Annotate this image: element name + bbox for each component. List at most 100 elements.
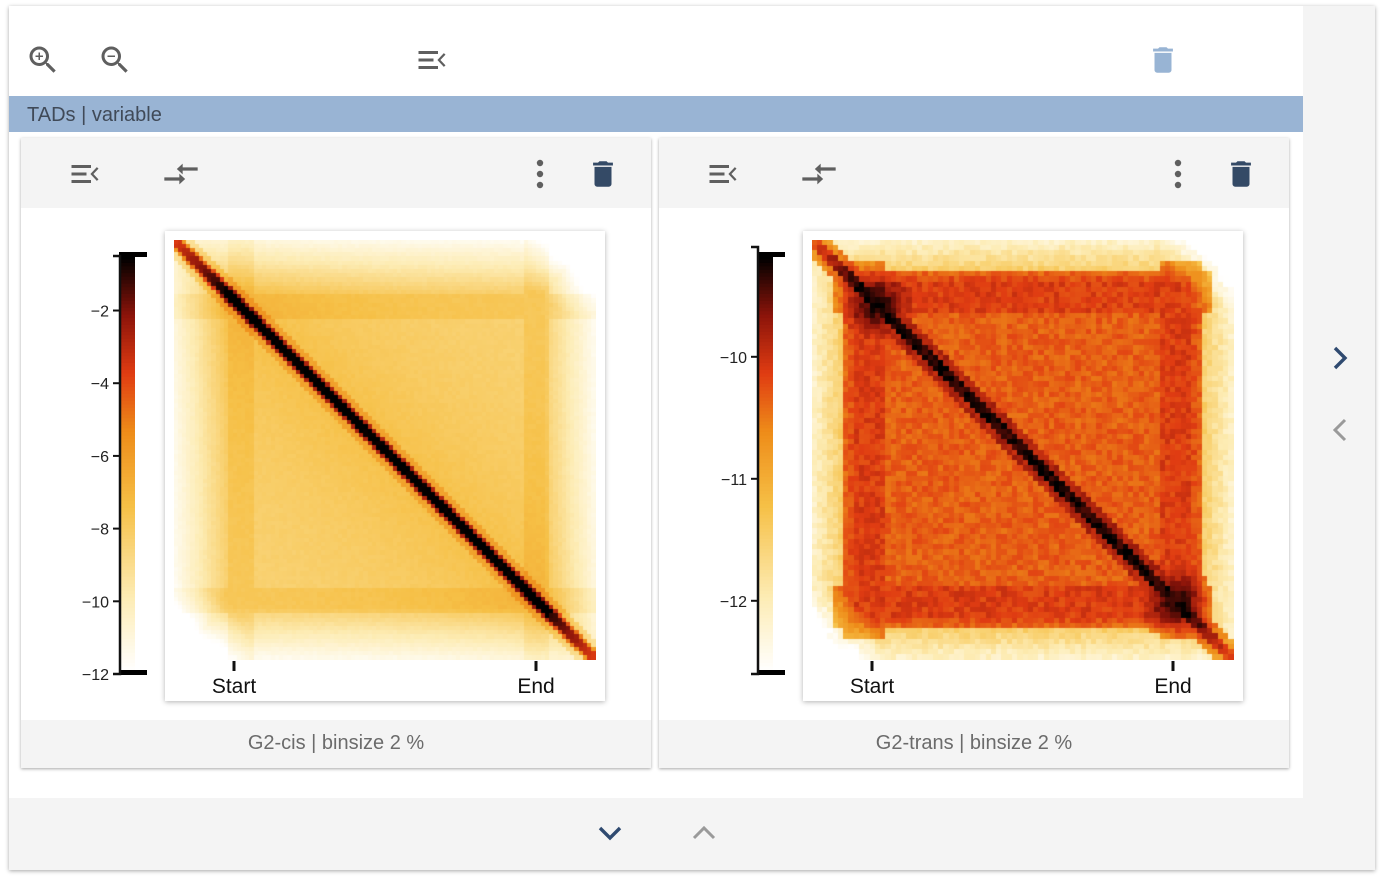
more-vertical-icon[interactable]	[525, 156, 555, 192]
colorbar-stripe	[759, 383, 773, 389]
colorbar-stripe	[121, 421, 135, 427]
colorbar-stripe	[121, 411, 135, 416]
more-vertical-icon[interactable]	[1163, 156, 1193, 192]
swap-arrows-icon[interactable]	[797, 156, 841, 192]
x-axis: Start End	[850, 661, 1192, 698]
heatmap-panel: Start End	[165, 231, 605, 701]
zoom-out-icon[interactable]	[95, 40, 135, 80]
chevron-left-icon[interactable]	[1325, 412, 1355, 448]
colorbar-stripe	[759, 404, 773, 409]
colorbar-stripe	[759, 604, 773, 609]
colorbar-stripe	[121, 632, 135, 637]
colorbar-stripe	[121, 583, 135, 589]
colorbar-stripe	[759, 614, 773, 620]
colorbar-stripe	[121, 569, 135, 575]
colorbar-stripe	[759, 542, 773, 547]
x-axis: Start End	[212, 661, 555, 698]
colorbar-stripe	[121, 283, 135, 289]
menu-collapse-icon[interactable]	[65, 156, 105, 192]
colorbar-stripe	[121, 452, 135, 458]
colorbar-stripe	[121, 338, 135, 344]
zoom-in-icon[interactable]	[23, 40, 63, 80]
swap-arrows-icon[interactable]	[159, 156, 203, 192]
x-tick-start: Start	[850, 675, 895, 698]
colorbar-cap-top	[757, 252, 785, 257]
heatmap[interactable]	[812, 240, 1234, 660]
colorbar-stripe	[759, 580, 773, 585]
colorbar-stripe	[121, 262, 135, 268]
colorbar-stripe	[759, 359, 773, 364]
colorbar-stripe	[759, 376, 773, 382]
colorbar-stripe	[759, 628, 773, 634]
colorbar-stripe	[121, 307, 135, 313]
colorbar-stripe	[121, 259, 135, 264]
trash-icon[interactable]	[1143, 40, 1183, 80]
colorbar-stripe	[121, 318, 135, 323]
colorbar-stripe	[759, 594, 773, 599]
colorbar-stripe	[759, 514, 773, 520]
colorbar-stripe	[759, 483, 773, 489]
trash-icon[interactable]	[583, 154, 623, 194]
colorbar-stripe	[759, 352, 773, 358]
chevron-right-icon[interactable]	[1325, 340, 1355, 376]
colorbar-stripe	[121, 366, 135, 371]
chevron-down-icon[interactable]	[593, 818, 627, 848]
colorbar-stripe	[121, 487, 135, 492]
colorbar-stripe	[121, 304, 135, 309]
colorbar-stripe	[759, 607, 773, 613]
colorbar-stripe	[121, 611, 135, 616]
colorbar-stripe	[121, 621, 135, 627]
colorbar-stripe	[121, 425, 135, 430]
colorbar-stripe	[759, 442, 773, 447]
menu-collapse-icon[interactable]	[412, 40, 452, 80]
colorbar-stripe	[759, 549, 773, 554]
colorbar-stripe	[121, 290, 135, 295]
menu-collapse-icon[interactable]	[703, 156, 743, 192]
colorbar-stripe	[759, 356, 773, 361]
colorbar-stripe	[121, 483, 135, 489]
colorbar-stripe	[759, 345, 773, 351]
colorbar-stripe	[759, 456, 773, 461]
colorbar-stripe	[121, 314, 135, 320]
plot-card-cis: −2 −4 −6 −8 −10 −12 Start End G2-cis | binsiz…	[21, 138, 651, 768]
colorbar-stripe	[121, 545, 135, 551]
colorbar-stripe	[121, 597, 135, 602]
colorbar-stripe	[759, 411, 773, 416]
colorbar-stripe	[121, 511, 135, 516]
colorbar-stripe	[759, 428, 773, 433]
colorbar-stripe	[121, 642, 135, 647]
colorbar-axis	[751, 245, 760, 676]
heatmap[interactable]	[174, 240, 596, 660]
colorbar-stripe	[759, 449, 773, 454]
colorbar-stripe	[759, 511, 773, 516]
colorbar-stripe	[759, 300, 773, 306]
colorbar-stripe	[121, 335, 135, 340]
colorbar-stripe	[121, 590, 135, 596]
colorbar-tick-label: −10	[720, 350, 747, 367]
colorbar-stripe	[759, 276, 773, 282]
colorbar-stripe	[759, 311, 773, 316]
colorbar-stripe	[759, 473, 773, 478]
colorbar-stripe	[121, 594, 135, 599]
colorbar-stripe	[121, 407, 135, 413]
card-toolbar	[21, 138, 651, 208]
colorbar-stripe	[759, 394, 773, 399]
colorbar-stripe	[121, 266, 135, 271]
colorbar-stripe	[759, 304, 773, 309]
colorbar-stripe	[759, 632, 773, 637]
colorbar-axis	[113, 254, 122, 676]
colorbar-stripe	[121, 518, 135, 523]
x-tick-end: End	[1154, 675, 1191, 698]
chevron-up-icon[interactable]	[687, 818, 721, 848]
colorbar-stripe	[759, 321, 773, 326]
colorbar-stripe	[759, 507, 773, 513]
card-caption: G2-trans | binsize 2 %	[659, 720, 1289, 768]
colorbar-stripe	[121, 394, 135, 399]
colorbar-stripe	[759, 569, 773, 575]
colorbar-stripe	[759, 331, 773, 337]
colorbar-stripe	[759, 497, 773, 502]
colorbar-stripe	[759, 645, 773, 651]
colorbar-stripe	[121, 556, 135, 561]
trash-icon[interactable]	[1221, 154, 1261, 194]
colorbar-stripe	[121, 345, 135, 351]
